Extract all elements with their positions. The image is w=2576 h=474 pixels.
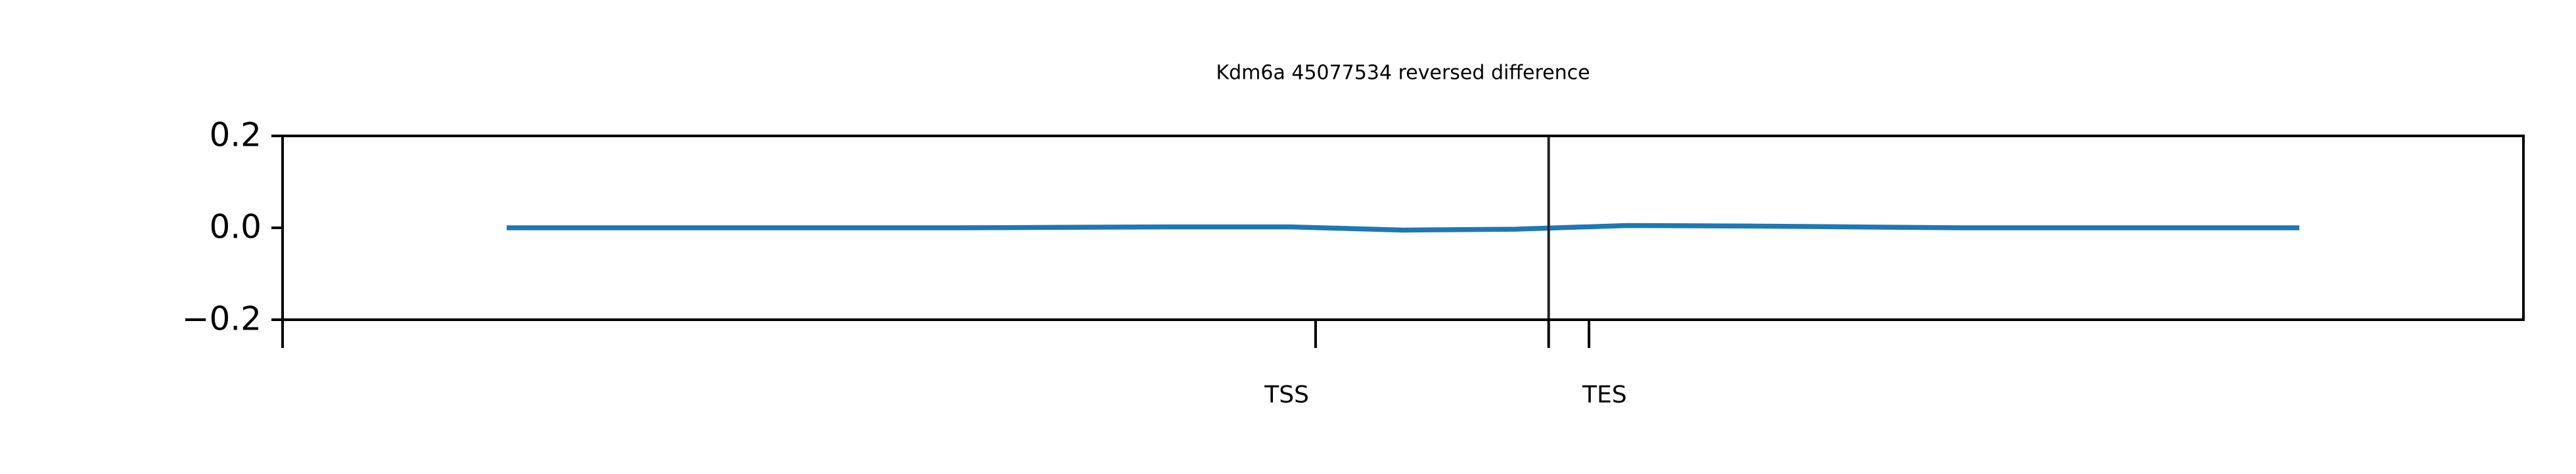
- x-tick-label: TSS: [1264, 381, 1309, 408]
- data-line: [507, 223, 2299, 233]
- y-tick-label: 0.2: [209, 116, 262, 154]
- y-tick-label: −0.2: [182, 300, 262, 338]
- x-tick-label: TES: [1582, 381, 1627, 408]
- chart-title: Kdm6a 45077534 reversed difference: [1216, 62, 1590, 85]
- y-tick-label: 0.0: [209, 208, 262, 246]
